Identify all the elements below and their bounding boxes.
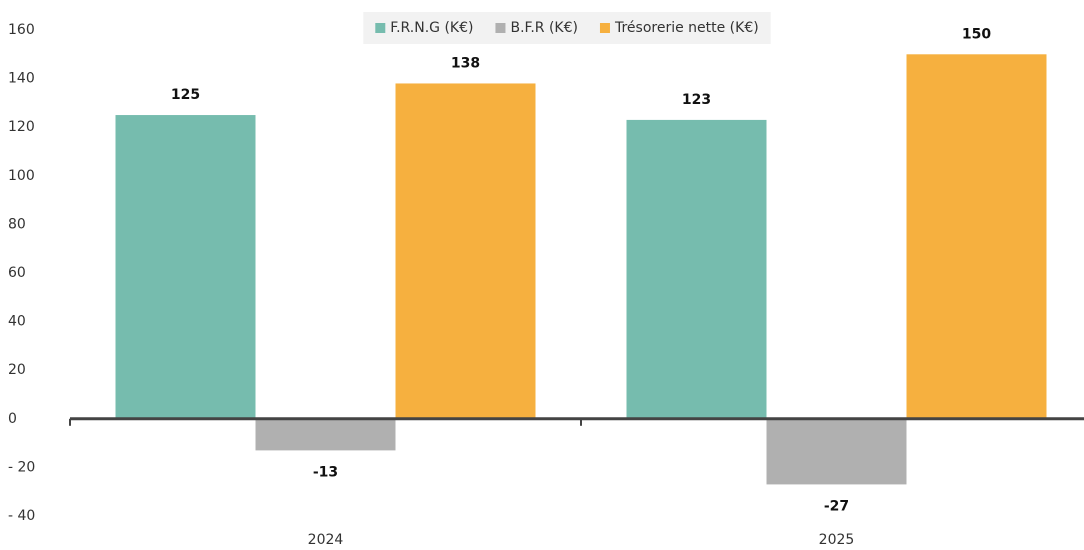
bar [626, 119, 767, 419]
data-label: 138 [451, 55, 480, 71]
y-tick-label: 100 [8, 168, 35, 184]
bar [906, 54, 1047, 419]
y-tick-label: 140 [8, 71, 35, 87]
y-tick-label: 80 [8, 216, 26, 232]
data-label: 125 [171, 87, 200, 103]
y-tick-label: - 20 [8, 459, 35, 475]
y-tick-label: 120 [8, 119, 35, 135]
x-tick-label: 2024 [308, 532, 344, 548]
legend-label: Trésorerie nette (K€) [614, 20, 759, 36]
data-label: 123 [682, 92, 711, 108]
y-tick-label: - 40 [8, 508, 35, 524]
data-label: -27 [824, 498, 849, 514]
legend: F.R.N.G (K€) B.F.R (K€) Trésorerie nette (… [363, 12, 771, 44]
data-label: -13 [313, 464, 338, 480]
legend-label: F.R.N.G (K€) [390, 20, 473, 36]
data-label: 150 [962, 26, 991, 42]
y-tick-label: 20 [8, 362, 26, 378]
bar [255, 418, 396, 451]
y-tick-label: 160 [8, 22, 35, 38]
legend-swatch [599, 23, 610, 33]
bar [395, 83, 536, 419]
bar [115, 115, 256, 419]
legend-swatch [495, 23, 506, 33]
legend-swatch [375, 23, 386, 33]
legend-bg [363, 12, 771, 44]
legend-label: B.F.R (K€) [510, 20, 578, 36]
x-tick-label: 2025 [819, 532, 855, 548]
y-tick-label: 40 [8, 314, 26, 330]
y-tick-label: 60 [8, 265, 26, 281]
y-tick-label: 0 [8, 411, 17, 427]
bar [766, 418, 907, 485]
